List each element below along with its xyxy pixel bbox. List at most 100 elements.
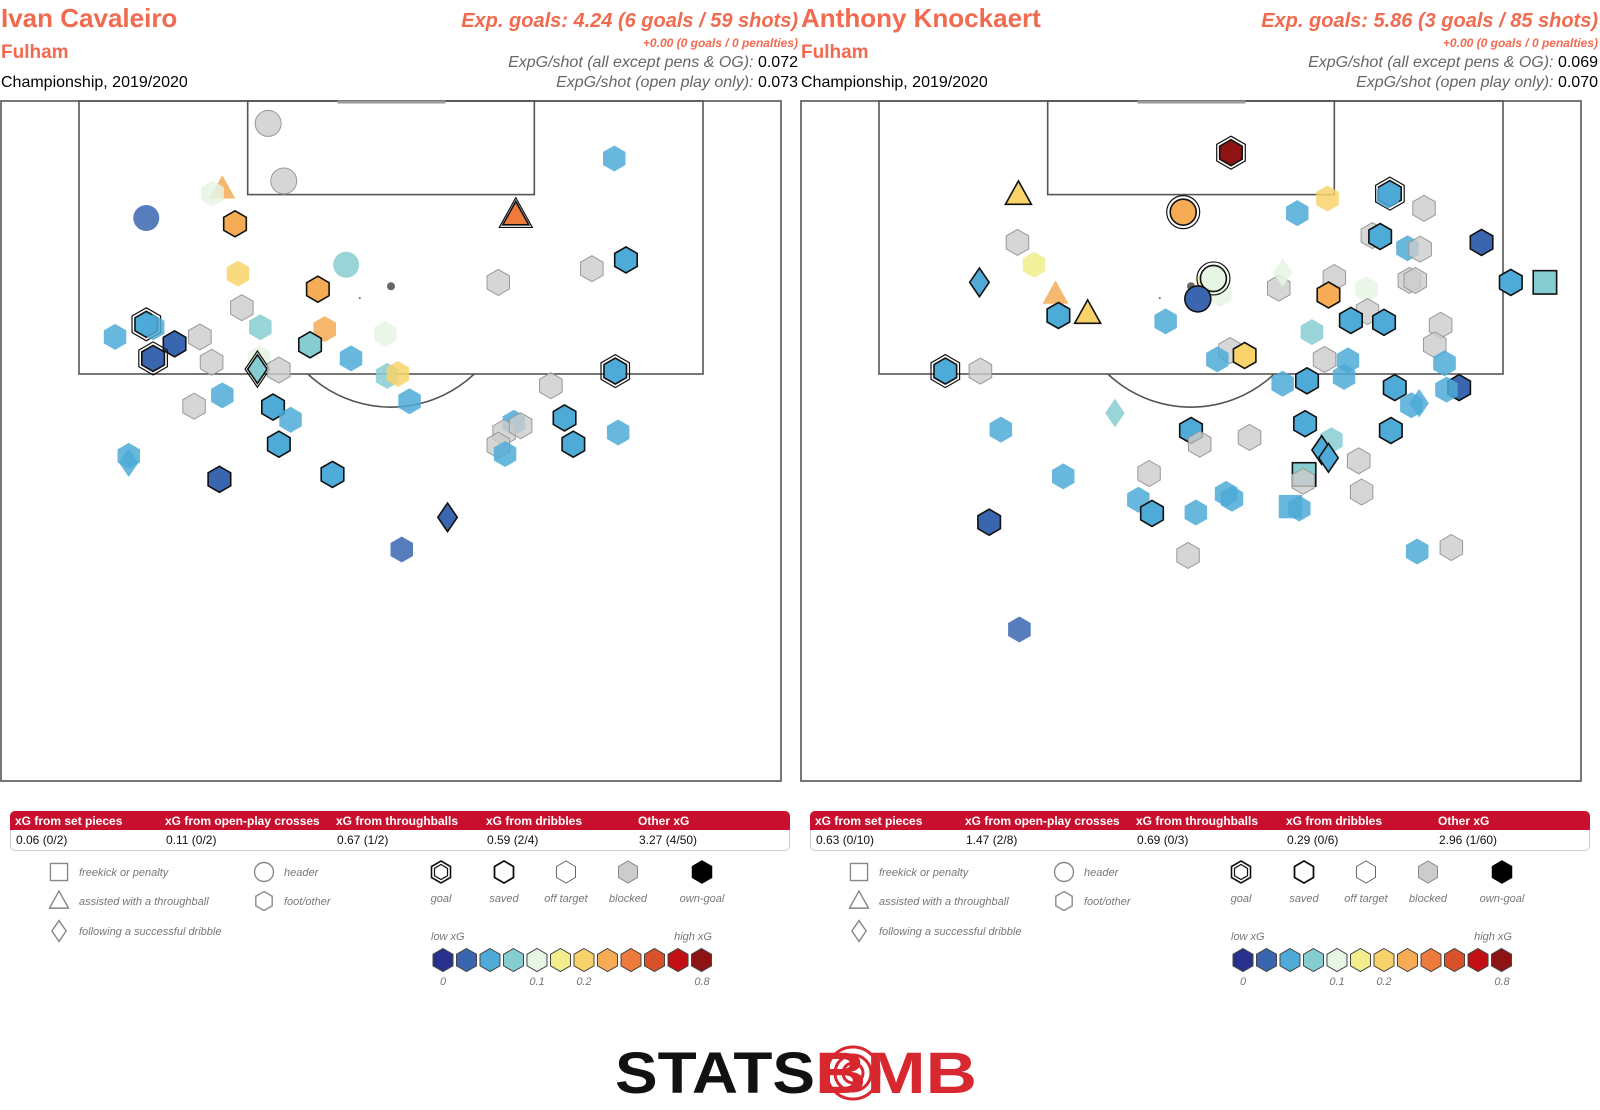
shot-marker	[508, 412, 533, 440]
shot-marker	[249, 314, 272, 341]
legend-outcome-off-target	[1356, 860, 1376, 884]
shot-marker	[201, 180, 224, 207]
scale-tick-label: 0.2	[576, 976, 591, 988]
shot-marker	[1042, 280, 1069, 304]
shot-marker	[1272, 258, 1293, 287]
summary-label-xg-from-dribbles: xG from dribbles	[486, 814, 583, 828]
summary-label-xg-from-dribbles: xG from dribbles	[1286, 814, 1383, 828]
shot-marker	[1288, 495, 1311, 522]
scale-swatch	[620, 947, 642, 973]
scale-swatch	[1326, 947, 1348, 973]
shot-marker	[498, 196, 534, 229]
legend-shape-label: foot/other	[1084, 896, 1132, 908]
scale-swatch	[503, 947, 524, 973]
shot-marker	[1435, 376, 1458, 403]
legend-outcome-label: own-goal	[1480, 893, 1525, 905]
shot-marker	[386, 361, 410, 387]
shot-marker	[1022, 251, 1046, 278]
scale-swatch	[550, 947, 571, 973]
xg-summary-header: xG from set pieces xG from open-play cros…	[10, 811, 790, 830]
shot-marker	[267, 356, 291, 384]
summary-value-xg-from-dribbles: 0.59 (2/4)	[487, 833, 539, 847]
xg-summary-values: 0.06 (0/2) 0.11 (0/2) 0.67 (1/2) 0.59 (2/4)…	[10, 830, 790, 851]
pitch	[800, 100, 1582, 782]
shot-marker	[211, 382, 234, 409]
xg-color-scale	[1232, 947, 1512, 973]
shot-marker	[141, 314, 165, 341]
xg-per-shot-all: ExpG/shot (all except pens & OG): 0.072	[508, 54, 798, 72]
shot-marker	[313, 316, 336, 343]
shot-marker	[162, 329, 187, 358]
legend-outcome-saved	[1293, 860, 1315, 885]
team-name: Fulham	[1, 42, 69, 63]
shot-marker	[1382, 373, 1407, 402]
legend-shape-label: freekick or penalty	[879, 867, 970, 879]
legend-shape-header	[1053, 861, 1075, 883]
shot-marker	[1073, 298, 1103, 325]
team-name: Fulham	[801, 42, 869, 63]
legend: freekick or penalty assisted with a throu…	[848, 860, 1525, 988]
scale-tick-label: 0.1	[1329, 976, 1344, 988]
shot-marker	[1332, 363, 1356, 390]
shot-marker	[1154, 308, 1177, 335]
scale-swatch	[432, 947, 454, 973]
legend-shape-header	[253, 861, 275, 883]
six-yard-box	[1046, 100, 1336, 196]
shot-marker	[1286, 200, 1309, 227]
scale-tick-label: 0.2	[1376, 976, 1391, 988]
shot-marker	[1294, 366, 1320, 395]
shot-marker	[1498, 268, 1523, 297]
legend-low-xg: low xG	[1231, 931, 1265, 943]
legend-outcome-label: off target	[544, 893, 588, 905]
shot-marker	[1368, 222, 1393, 251]
shot-marker	[266, 430, 291, 459]
legend-shape-label: assisted with a throughball	[879, 896, 1009, 908]
shot-markers	[103, 109, 639, 563]
scale-tick-label: 0.8	[694, 976, 710, 988]
penalty-spot	[387, 282, 395, 291]
legend-shape-label: following a successful dribble	[79, 926, 221, 938]
legend-shape-foot-other	[1055, 890, 1073, 912]
summary-label-xg-from-open-play-crosses: xG from open-play crosses	[165, 814, 320, 828]
competition-label: Championship, 2019/2020	[801, 74, 988, 91]
shot-marker	[390, 536, 413, 563]
legend-shape-freekick-or-penalty	[849, 862, 869, 882]
summary-value-xg-from-throughballs: 0.69 (0/3)	[1137, 833, 1189, 847]
legend-outcome-label: off target	[1344, 893, 1388, 905]
expected-goals-total: Exp. goals: 5.86 (3 goals / 85 shots)	[1261, 10, 1598, 32]
legend-outcome-label: blocked	[609, 893, 648, 905]
shot-marker	[297, 330, 323, 359]
penalty-arc	[307, 373, 475, 408]
xg-summary-values: 0.63 (0/10) 1.47 (2/8) 0.69 (0/3) 0.29 (0/6…	[810, 830, 1590, 851]
legend-outcome-saved	[493, 860, 515, 885]
legend-outcome-label: saved	[489, 893, 519, 905]
shot-marker	[930, 353, 961, 389]
scale-tick-label: 0	[1240, 976, 1247, 988]
summary-label-xg-from-open-play-crosses: xG from open-play crosses	[965, 814, 1120, 828]
shot-marker	[305, 275, 330, 304]
shot-marker	[1046, 301, 1071, 330]
shot-marker	[1137, 459, 1161, 488]
logo-target-icon	[825, 1045, 881, 1101]
pitch-dot	[358, 296, 361, 299]
legend-shape-freekick-or-penalty	[49, 862, 69, 882]
shot-marker	[1376, 182, 1400, 209]
legend-shape-following-a-successful-dribble	[851, 919, 867, 943]
summary-label-xg-from-set-pieces: xG from set pieces	[15, 814, 123, 828]
shot-marker	[230, 294, 254, 322]
xg-summary-header: xG from set pieces xG from open-play cros…	[810, 811, 1590, 830]
shot-marker	[339, 345, 363, 372]
shot-marker	[1439, 533, 1464, 562]
legend-low-xg: low xG	[431, 931, 465, 943]
legend-outcome-own-goal	[1491, 860, 1513, 884]
legend: freekick or penalty assisted with a throu…	[48, 860, 725, 988]
scale-swatch	[1256, 947, 1277, 973]
shot-marker	[1403, 266, 1427, 294]
shot-marker	[1346, 447, 1371, 475]
shot-marker	[373, 321, 397, 347]
legend-shape-label: following a successful dribble	[879, 926, 1021, 938]
summary-label-xg-from-throughballs: xG from throughballs	[1136, 814, 1259, 828]
shot-marker	[1412, 194, 1436, 222]
shot-marker	[254, 109, 282, 137]
scale-swatch	[1491, 947, 1512, 973]
